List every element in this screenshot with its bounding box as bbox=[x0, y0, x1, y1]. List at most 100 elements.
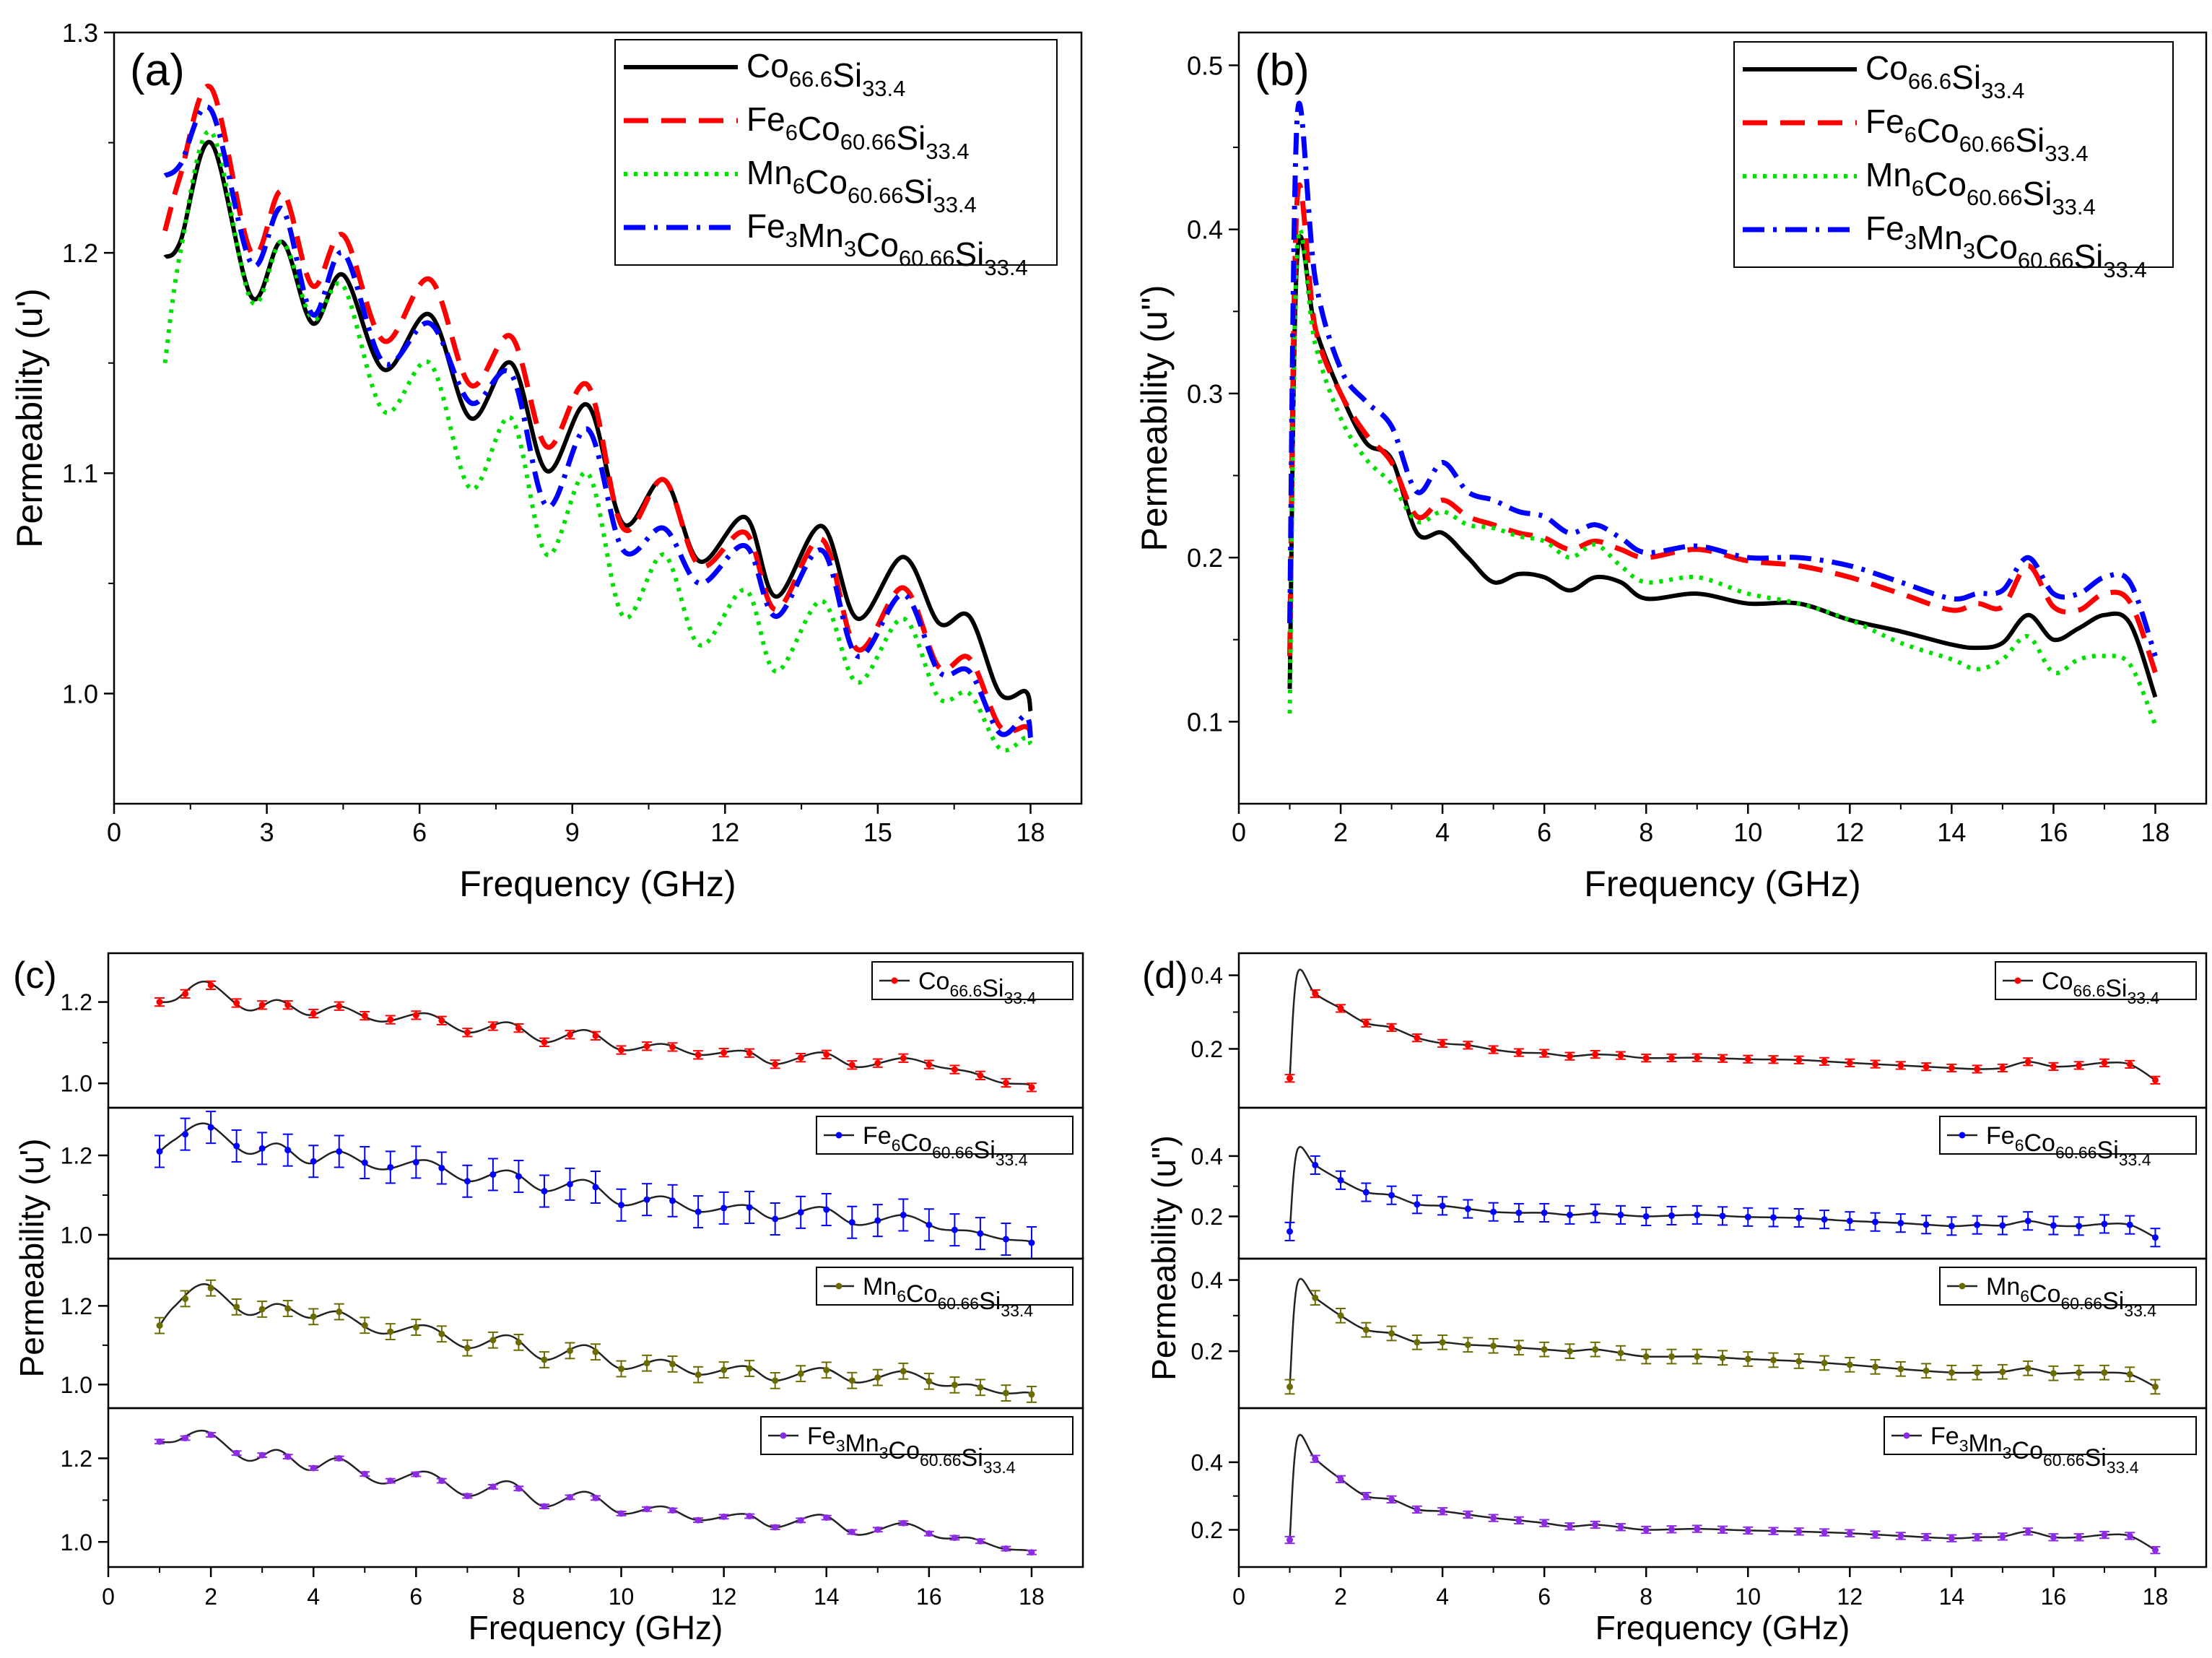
x-tick-label: 2 bbox=[204, 1584, 217, 1610]
x-axis-title: Frequency (GHz) bbox=[469, 1609, 723, 1646]
data-point bbox=[489, 1483, 497, 1490]
data-point bbox=[258, 1451, 266, 1459]
data-point bbox=[2151, 1547, 2159, 1554]
x-tick-label: 8 bbox=[1640, 1584, 1653, 1610]
data-point bbox=[1414, 1339, 1421, 1346]
y-axis-title: Permeability (u') bbox=[13, 1139, 51, 1378]
data-point bbox=[1923, 1221, 1930, 1228]
data-point bbox=[1999, 1222, 2006, 1229]
y-axis-title: Permeability (u') bbox=[9, 288, 50, 548]
y-axis-title: Permeability (u'') bbox=[1145, 1135, 1183, 1381]
x-tick-label: 4 bbox=[1435, 817, 1450, 847]
data-point bbox=[1846, 1059, 1853, 1067]
y-tick-label: 1.1 bbox=[62, 459, 98, 488]
x-tick-label: 12 bbox=[710, 817, 739, 847]
y-tick-label: 0.2 bbox=[1191, 1339, 1223, 1365]
data-point bbox=[1388, 1024, 1395, 1031]
data-point bbox=[361, 1159, 368, 1166]
data-point bbox=[2126, 1371, 2133, 1378]
data-point bbox=[515, 1339, 522, 1346]
data-point bbox=[1566, 1053, 1573, 1060]
data-point bbox=[1974, 1369, 1981, 1376]
y-axis-title: Permeability (u'') bbox=[1134, 285, 1175, 551]
data-point bbox=[489, 1023, 497, 1030]
data-point bbox=[438, 1330, 445, 1337]
data-point bbox=[1821, 1058, 1828, 1065]
x-tick-label: 15 bbox=[863, 817, 892, 847]
data-point bbox=[541, 1038, 548, 1046]
data-point bbox=[592, 1348, 599, 1355]
data-point bbox=[1923, 1367, 1930, 1374]
data-point bbox=[515, 1485, 522, 1492]
series-line bbox=[163, 139, 1033, 712]
legend-marker bbox=[1959, 1132, 1966, 1139]
data-point bbox=[1872, 1531, 1879, 1538]
data-point bbox=[156, 1438, 163, 1445]
data-point bbox=[1744, 1213, 1751, 1220]
data-point bbox=[2050, 1222, 2057, 1229]
legend-label: Fe6Co60.66Si33.4 bbox=[1865, 103, 2089, 166]
data-point bbox=[1897, 1220, 1904, 1227]
data-point bbox=[1617, 1052, 1624, 1059]
legend-label: Fe3Mn3Co60.66Si33.4 bbox=[1865, 209, 2147, 282]
y-tick-label: 0.4 bbox=[1191, 963, 1223, 989]
data-point bbox=[2024, 1365, 2032, 1372]
data-point bbox=[1464, 1511, 1471, 1518]
data-point bbox=[233, 1449, 240, 1457]
data-point bbox=[412, 1471, 419, 1478]
data-point bbox=[1999, 1533, 2006, 1540]
data-point bbox=[412, 1158, 419, 1166]
data-point bbox=[823, 1514, 830, 1522]
legend-marker bbox=[835, 1132, 842, 1139]
data-point bbox=[1515, 1516, 1523, 1524]
x-tick-label: 18 bbox=[1016, 817, 1045, 847]
data-point bbox=[2050, 1370, 2057, 1377]
subplot: 0.2 0.4 Co66.6Si33.4 bbox=[1191, 952, 2208, 1109]
data-point bbox=[1744, 1355, 1751, 1363]
data-point bbox=[977, 1384, 984, 1391]
x-tick-label: 6 bbox=[412, 817, 427, 847]
y-tick-label: 1.0 bbox=[61, 1372, 92, 1398]
data-point bbox=[1642, 1527, 1650, 1534]
data-point bbox=[643, 1196, 650, 1203]
x-tick-label: 6 bbox=[1538, 1584, 1551, 1610]
data-point bbox=[1362, 1493, 1370, 1500]
legend-marker bbox=[780, 1432, 787, 1439]
data-point bbox=[1337, 1475, 1344, 1483]
data-point bbox=[361, 1470, 368, 1477]
y-tick-label: 1.2 bbox=[62, 238, 98, 268]
data-point bbox=[1312, 1455, 1319, 1462]
data-point bbox=[2076, 1369, 2083, 1376]
data-point bbox=[2076, 1223, 2083, 1230]
data-point bbox=[669, 1507, 676, 1514]
y-tick-label: 0.2 bbox=[1191, 1517, 1223, 1543]
panel-d: (d) 0.2 0.4 Co66.6Si33.4 0.2 0.4 Fe6Co60.66Si3… bbox=[1142, 952, 2208, 1646]
data-point bbox=[1719, 1055, 1726, 1062]
data-point bbox=[207, 981, 214, 989]
data-point bbox=[1362, 1189, 1370, 1196]
data-point bbox=[463, 1178, 471, 1185]
x-tick-label: 6 bbox=[1537, 817, 1551, 847]
data-point bbox=[1846, 1218, 1853, 1225]
data-point bbox=[1795, 1528, 1803, 1535]
panel-label: (c) bbox=[13, 955, 57, 997]
data-point bbox=[1872, 1218, 1879, 1225]
panel-label: (d) bbox=[1142, 955, 1188, 997]
data-point bbox=[643, 1360, 650, 1367]
data-point bbox=[1719, 1212, 1726, 1220]
data-point bbox=[2050, 1063, 2057, 1070]
data-point bbox=[258, 1145, 266, 1152]
data-point bbox=[1490, 1342, 1497, 1350]
data-point bbox=[1464, 1041, 1471, 1049]
data-point bbox=[1872, 1363, 1879, 1371]
y-tick-label: 0.4 bbox=[1191, 1267, 1223, 1293]
x-tick-label: 12 bbox=[1835, 817, 1864, 847]
data-point bbox=[284, 1147, 292, 1154]
series-line bbox=[1287, 182, 2158, 674]
data-point bbox=[2151, 1234, 2159, 1241]
data-point bbox=[1694, 1353, 1701, 1360]
legend-label: Mn6Co60.66Si33.4 bbox=[746, 154, 977, 217]
x-tick-label: 10 bbox=[1733, 817, 1762, 847]
data-point bbox=[2126, 1221, 2133, 1228]
data-point bbox=[2050, 1534, 2057, 1541]
